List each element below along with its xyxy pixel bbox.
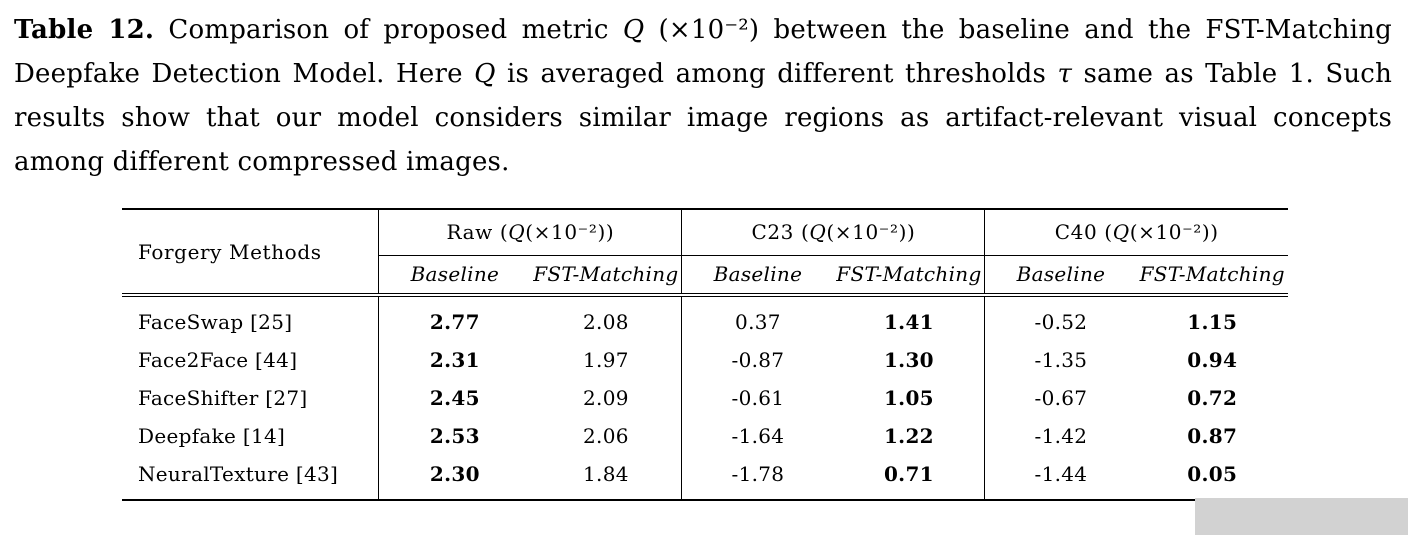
value-cell: 1.22 — [833, 417, 986, 455]
table-row: FaceShifter [27] 2.45 2.09 -0.61 1.05 -0… — [122, 379, 1288, 417]
group-header-c40: C40 (Q(×10⁻²)) — [984, 209, 1288, 256]
value-cell: 2.31 — [429, 348, 480, 372]
table-row: FaceSwap [25] 2.77 2.08 0.37 1.41 -0.52 … — [122, 295, 1288, 341]
subheader-row: Baseline FST-Matching Baseline FST-Match… — [122, 255, 1288, 297]
method-cell: Face2Face [44] — [122, 341, 380, 379]
subheader-fst-c40: FST-Matching — [1136, 255, 1288, 297]
value-cell: 2.08 — [530, 295, 683, 341]
table-caption: Table 12. Comparison of proposed metric … — [0, 0, 1408, 184]
group-name-raw: Raw — [446, 220, 493, 245]
table-row: NeuralTexture [43] 2.30 1.84 -1.78 0.71 … — [122, 455, 1288, 500]
table-body: FaceSwap [25] 2.77 2.08 0.37 1.41 -0.52 … — [122, 295, 1288, 500]
group-metric-c40: (Q(×10⁻²)) — [1104, 220, 1219, 245]
method-cell: Deepfake [14] — [122, 417, 380, 455]
table-row: Face2Face [44] 2.31 1.97 -0.87 1.30 -1.3… — [122, 341, 1288, 379]
caption-math-q2: Q — [474, 59, 496, 89]
value-cell: 0.87 — [1187, 424, 1238, 448]
table-container: Forgery Methods Raw (Q(×10⁻²)) C23 (Q(×1… — [122, 208, 1408, 501]
caption-text-2: (×10⁻²) between the baseline and the FST… — [14, 15, 1392, 89]
caption-text-1: Comparison of proposed metric — [154, 15, 623, 45]
value-cell: 1.97 — [530, 341, 683, 379]
group-name-c23: C23 — [751, 220, 795, 245]
group-metric-raw: (Q(×10⁻²)) — [499, 220, 615, 245]
caption-math-tau: τ — [1057, 59, 1073, 89]
value-cell: 2.77 — [429, 310, 480, 334]
value-cell: 2.53 — [429, 424, 480, 448]
subheader-baseline-c23: Baseline — [681, 255, 834, 297]
value-cell: 2.09 — [530, 379, 683, 417]
value-cell: 2.45 — [429, 386, 480, 410]
results-table: Forgery Methods Raw (Q(×10⁻²)) C23 (Q(×1… — [122, 208, 1288, 501]
method-cell: FaceSwap [25] — [122, 295, 380, 341]
value-cell: -1.35 — [1034, 348, 1088, 372]
value-cell: 2.06 — [530, 417, 683, 455]
value-cell: -0.87 — [731, 348, 785, 372]
method-cell: NeuralTexture [43] — [122, 455, 380, 500]
group-name-c40: C40 — [1054, 220, 1098, 245]
group-header-c23: C23 (Q(×10⁻²)) — [681, 209, 986, 256]
method-cell: FaceShifter [27] — [122, 379, 380, 417]
value-cell: 0.37 — [735, 310, 781, 334]
table-header: Forgery Methods Raw (Q(×10⁻²)) C23 (Q(×1… — [122, 209, 1288, 297]
group-metric-c23: (Q(×10⁻²)) — [800, 220, 916, 245]
value-cell: 1.41 — [833, 295, 986, 341]
value-cell: 1.05 — [833, 379, 986, 417]
value-cell: 2.30 — [429, 462, 480, 486]
caption-math-q1: Q — [622, 15, 645, 45]
value-cell: -0.67 — [1034, 386, 1088, 410]
group-header-raw: Raw (Q(×10⁻²)) — [378, 209, 683, 256]
subheader-fst-raw: FST-Matching — [530, 255, 683, 297]
caption-text-4: same as Table 1. Such results show that … — [14, 59, 1393, 177]
caption-label: Table 12. — [14, 15, 155, 45]
subheader-baseline-raw: Baseline — [378, 255, 531, 297]
gray-artifact — [1195, 498, 1408, 535]
value-cell: 0.05 — [1187, 462, 1238, 486]
value-cell: 1.84 — [530, 455, 683, 500]
value-cell: -0.61 — [731, 386, 785, 410]
value-cell: -1.42 — [1034, 424, 1088, 448]
value-cell: -0.52 — [1034, 310, 1088, 334]
value-cell: 0.71 — [833, 455, 986, 500]
subheader-fst-c23: FST-Matching — [833, 255, 986, 297]
col-header-forgery-methods: Forgery Methods — [122, 209, 380, 297]
value-cell: 0.72 — [1187, 386, 1238, 410]
group-header-row: Forgery Methods Raw (Q(×10⁻²)) C23 (Q(×1… — [122, 209, 1288, 297]
subheader-baseline-c40: Baseline — [984, 255, 1137, 297]
value-cell: -1.64 — [731, 424, 785, 448]
table-row: Deepfake [14] 2.53 2.06 -1.64 1.22 -1.42… — [122, 417, 1288, 455]
caption-text-3: is averaged among different thresholds — [495, 59, 1058, 89]
value-cell: 0.94 — [1187, 348, 1238, 372]
value-cell: -1.78 — [731, 462, 785, 486]
value-cell: 1.15 — [1187, 310, 1238, 334]
value-cell: 1.30 — [833, 341, 986, 379]
value-cell: -1.44 — [1034, 462, 1088, 486]
